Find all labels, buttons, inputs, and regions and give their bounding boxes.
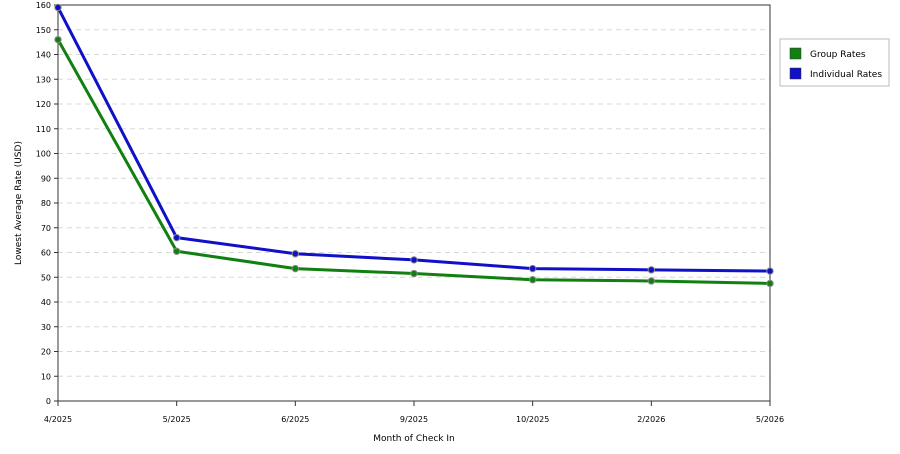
data-point-group-rates	[647, 277, 656, 285]
legend-swatch-individual-rates	[789, 67, 802, 80]
series-line-group-rates	[56, 38, 771, 285]
data-point-individual-rates	[647, 266, 656, 274]
data-point-individual-rates	[172, 233, 181, 242]
y-tick-label: 140	[36, 51, 51, 60]
legend-label-individual-rates: Individual Rates	[810, 70, 882, 80]
data-point-group-rates	[172, 247, 181, 255]
x-tick-label: 6/2025	[281, 415, 309, 424]
legend: Group Rates Individual Rates	[779, 38, 890, 87]
y-tick-label: 80	[41, 199, 51, 208]
grid-lines	[58, 29, 770, 377]
data-point-group-rates	[54, 35, 62, 44]
data-point-individual-rates	[291, 250, 300, 258]
y-tick-label: 0	[46, 397, 51, 406]
x-tick-label: 2/2026	[637, 415, 665, 424]
y-tick-label: 150	[36, 26, 51, 35]
y-tick-label: 60	[41, 249, 51, 258]
y-tick-label: 130	[36, 75, 51, 84]
y-axis-label: Lowest Average Rate (USD)	[14, 141, 24, 265]
y-tick-label: 50	[41, 273, 51, 282]
series-lines	[54, 3, 774, 288]
data-point-group-rates	[410, 269, 418, 278]
data-point-individual-rates	[766, 267, 774, 275]
data-point-group-rates	[291, 264, 300, 273]
x-axis-ticks: 4/2025 5/2025 6/2025 9/2025 10/2025 2/2026 5/2…	[44, 401, 784, 424]
x-tick-label: 5/2025	[163, 415, 191, 424]
data-point-group-rates	[528, 276, 537, 284]
legend-swatch-group-rates	[789, 47, 802, 60]
y-tick-label: 30	[41, 323, 51, 332]
y-tick-label: 160	[36, 1, 51, 10]
data-point-individual-rates	[528, 264, 537, 273]
y-axis-ticks: 0 10 20 30 40 50 60 70 80 90 100 110 120 130 140 150 160	[36, 1, 58, 406]
x-axis-label: Month of Check In	[373, 434, 455, 444]
x-tick-label: 10/2025	[516, 415, 549, 424]
y-tick-label: 120	[36, 100, 51, 109]
y-tick-label: 90	[41, 174, 51, 183]
y-tick-label: 100	[36, 150, 51, 159]
data-point-individual-rates	[410, 256, 418, 264]
x-tick-label: 4/2025	[44, 415, 72, 424]
y-tick-label: 20	[41, 348, 51, 357]
y-tick-label: 110	[36, 125, 51, 134]
legend-label-group-rates: Group Rates	[810, 50, 866, 60]
y-tick-label: 10	[41, 372, 51, 381]
x-tick-label: 9/2025	[400, 415, 428, 424]
y-tick-label: 40	[41, 298, 51, 307]
data-point-individual-rates	[54, 3, 62, 12]
y-tick-label: 70	[41, 224, 51, 233]
data-point-group-rates	[766, 279, 774, 288]
x-tick-label: 5/2026	[756, 415, 784, 424]
